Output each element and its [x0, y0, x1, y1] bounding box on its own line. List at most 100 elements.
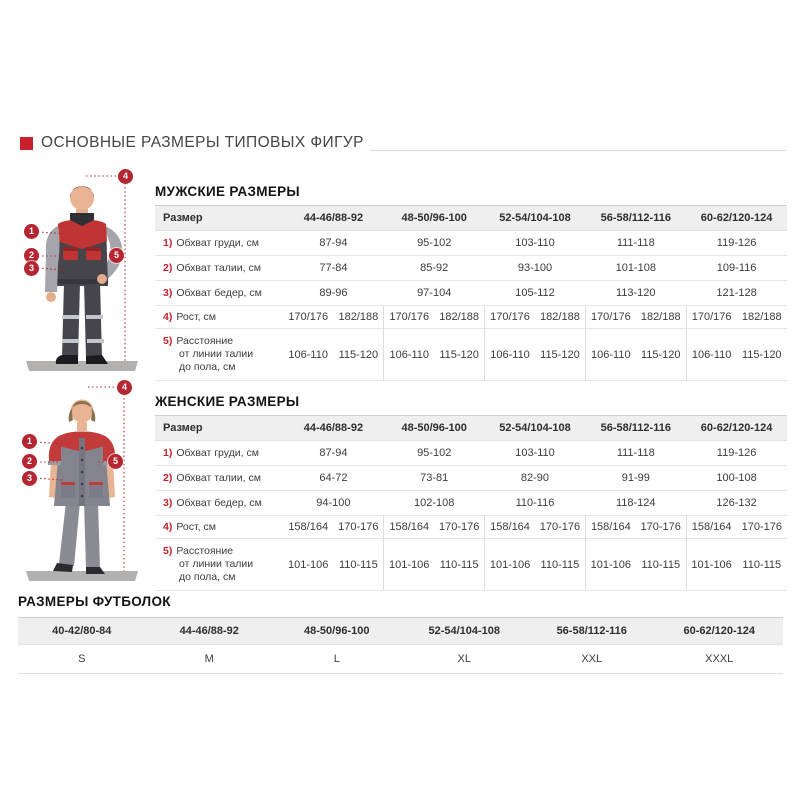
- size-value: 110-115: [534, 537, 586, 592]
- row-number: 2): [163, 472, 173, 484]
- row-number: 4): [163, 311, 173, 323]
- table-row-waist: 2) Обхват талии, см 64-72 73-81 82-90 91-…: [155, 465, 787, 491]
- table-row-waist: 2) Обхват талии, см 77-84 85-92 93-100 10…: [155, 255, 787, 281]
- size-value: 101-106: [584, 537, 636, 592]
- column-header: 40-42/80-84: [18, 617, 146, 645]
- column-header: 48-50/96-100: [273, 617, 401, 645]
- row-label: Обхват бедер, см: [176, 497, 262, 509]
- size-value: 105-112: [484, 280, 586, 306]
- size-value: 101-106: [685, 537, 737, 592]
- table-header-row: 40-42/80-84 44-46/88-92 48-50/96-100 52-…: [18, 617, 783, 645]
- size-value: 170/176: [484, 305, 535, 329]
- mens-size-table: Размер 44-46/88-92 48-50/96-100 52-54/10…: [155, 205, 787, 382]
- size-value: 87-94: [319, 447, 348, 459]
- size-value: 170/176: [283, 305, 334, 329]
- size-value: 101-106: [383, 537, 435, 592]
- size-value: 182/188: [434, 305, 485, 329]
- size-value: 91-99: [585, 465, 687, 491]
- row-number: 5): [163, 545, 173, 557]
- column-header: 60-62/120-124: [655, 617, 783, 645]
- size-value: 182/188: [736, 305, 787, 329]
- row-number: 4): [163, 521, 173, 533]
- size-value: 126-132: [686, 490, 787, 516]
- size-value: 109-116: [686, 255, 787, 281]
- row-label-cell: 2) Обхват талии, см: [155, 465, 283, 491]
- size-value: 101-108: [585, 255, 687, 281]
- page-title: ОСНОВНЫЕ РАЗМЕРЫ ТИПОВЫХ ФИГУР: [41, 134, 364, 151]
- row-label-cell: 5) Расстояние от линии талии до пола, см: [155, 327, 283, 382]
- size-value: 115-120: [333, 327, 384, 382]
- size-value: 110-115: [635, 537, 687, 592]
- column-header: 56-58/112-116: [528, 617, 656, 645]
- table-row-letter-sizes: S M L XL XXL XXXL: [18, 644, 783, 674]
- row-label-cell: 2) Обхват талии, см: [155, 255, 283, 281]
- size-value: 95-102: [417, 237, 452, 249]
- row-number: 2): [163, 262, 173, 274]
- size-value: 89-96: [283, 280, 384, 306]
- womens-size-table: Размер 44-46/88-92 48-50/96-100 52-54/10…: [155, 415, 787, 592]
- size-value: 182/188: [333, 305, 384, 329]
- row-label: Обхват бедер, см: [176, 287, 262, 299]
- size-value: 170/176: [685, 305, 737, 329]
- size-value: 115-120: [534, 327, 586, 382]
- column-header: 52-54/104-108: [484, 205, 586, 231]
- size-value: M: [145, 644, 273, 674]
- size-value: 158/164: [484, 515, 535, 539]
- row-label-cell: 5) Расстояние от линии талии до пола, см: [155, 537, 283, 592]
- size-value: 170-176: [736, 515, 787, 539]
- size-value: 106-110: [484, 327, 535, 382]
- page-header: ОСНОВНЫЕ РАЗМЕРЫ ТИПОВЫХ ФИГУР: [20, 134, 786, 152]
- size-value: S: [18, 644, 146, 674]
- column-header: 48-50/96-100: [383, 205, 485, 231]
- tshirt-sizes-heading: РАЗМЕРЫ ФУТБОЛОК: [18, 594, 171, 609]
- measurement-marker-height: 4: [118, 169, 133, 184]
- column-header: 48-50/96-100: [383, 415, 485, 441]
- size-value: 64-72: [283, 465, 384, 491]
- row-label-cell: 3) Обхват бедер, см: [155, 280, 283, 306]
- row-label-cell: 4) Рост, см: [155, 305, 283, 329]
- row-label: Обхват груди, см: [176, 237, 259, 249]
- female-figure-illustration: 1 2 3 4 5: [12, 378, 152, 586]
- size-value: 121-128: [686, 280, 787, 306]
- size-value: 115-120: [434, 327, 485, 382]
- measurement-marker-hip: 3: [24, 261, 39, 276]
- column-header: 52-54/104-108: [484, 415, 586, 441]
- table-row-hip: 3) Обхват бедер, см 94-100 102-108 110-11…: [155, 490, 787, 516]
- size-value: 73-81: [383, 465, 485, 491]
- table-row-height: 4) Рост, см 158/164 170-176 158/164 170-1…: [155, 515, 787, 539]
- row-label-cell: 4) Рост, см: [155, 515, 283, 539]
- column-header: 56-58/112-116: [585, 415, 687, 441]
- table-row-waist-floor: 5) Расстояние от линии талии до пола, см …: [155, 537, 787, 592]
- size-value: 95-102: [417, 447, 452, 459]
- row-number: 5): [163, 335, 173, 347]
- column-header: 60-62/120-124: [686, 205, 787, 231]
- size-value: 182/188: [635, 305, 687, 329]
- measurement-marker-height: 4: [117, 380, 132, 395]
- column-header-size: Размер: [155, 415, 283, 441]
- size-value: L: [273, 644, 401, 674]
- size-value: 110-115: [736, 537, 787, 592]
- row-label: Рост, см: [176, 521, 216, 533]
- size-value: 111-118: [616, 237, 655, 249]
- measurement-marker-waist: 2: [24, 248, 39, 263]
- size-value: 110-115: [333, 537, 384, 592]
- size-value: XL: [400, 644, 528, 674]
- table-row-waist-floor: 5) Расстояние от линии талии до пола, см …: [155, 327, 787, 382]
- womens-sizes-heading: ЖЕНСКИЕ РАЗМЕРЫ: [155, 394, 300, 409]
- size-value: 110-116: [484, 490, 586, 516]
- size-value: 106-110: [383, 327, 435, 382]
- column-header: 44-46/88-92: [145, 617, 273, 645]
- column-header: 44-46/88-92: [283, 205, 384, 231]
- size-value: 111-118: [616, 447, 655, 459]
- measurement-marker-chest: 1: [22, 434, 37, 449]
- red-square-icon: [20, 136, 33, 150]
- size-value: 170-176: [534, 515, 586, 539]
- tshirt-size-table: 40-42/80-84 44-46/88-92 48-50/96-100 52-…: [18, 617, 783, 674]
- size-value: 97-104: [383, 280, 485, 306]
- size-value: 119-126: [716, 237, 757, 249]
- mens-sizes-heading: МУЖСКИЕ РАЗМЕРЫ: [155, 184, 300, 199]
- column-header: 56-58/112-116: [585, 205, 687, 231]
- row-label: Расстояние: [176, 545, 234, 557]
- row-label: Обхват талии, см: [176, 262, 261, 274]
